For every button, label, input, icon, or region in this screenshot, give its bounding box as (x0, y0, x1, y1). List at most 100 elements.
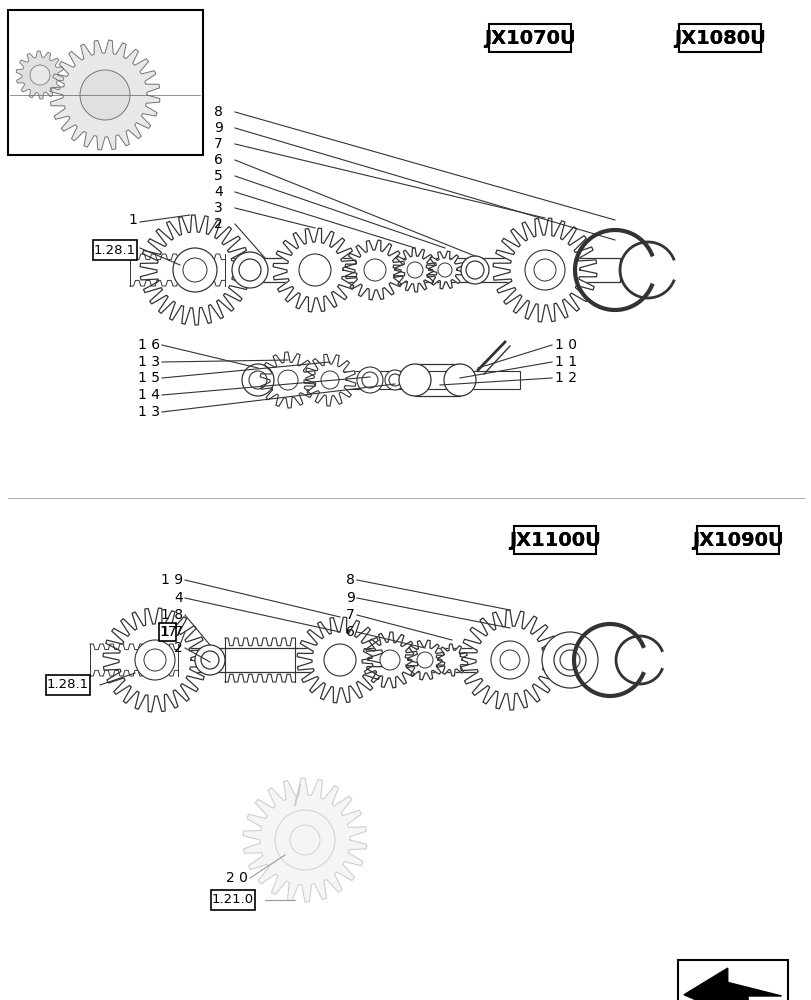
Bar (159, 623, 176, 641)
Bar (697, 526, 778, 554)
Bar (93, 240, 136, 260)
Text: 1.28.1: 1.28.1 (94, 243, 136, 256)
Text: JX1080U: JX1080U (673, 29, 765, 48)
Text: 1 3: 1 3 (138, 355, 160, 369)
Text: 8: 8 (214, 105, 223, 119)
Text: 1 9: 1 9 (161, 573, 182, 587)
Bar (8, 10, 203, 155)
Text: 1 2: 1 2 (554, 371, 577, 385)
Circle shape (444, 364, 475, 396)
Text: JX1100U: JX1100U (508, 530, 600, 550)
Circle shape (201, 651, 219, 669)
Text: 7: 7 (214, 137, 223, 151)
Bar (679, 24, 760, 52)
Polygon shape (140, 215, 250, 325)
Polygon shape (405, 640, 444, 680)
Polygon shape (492, 218, 596, 322)
Polygon shape (260, 352, 315, 408)
Polygon shape (426, 251, 463, 289)
Circle shape (406, 262, 423, 278)
Bar (230, 258, 620, 282)
Polygon shape (460, 610, 559, 710)
Text: 8: 8 (345, 573, 354, 587)
Bar (513, 526, 595, 554)
Polygon shape (683, 968, 781, 1000)
Circle shape (298, 254, 331, 286)
Text: 1: 1 (128, 213, 137, 227)
Polygon shape (393, 248, 436, 292)
Circle shape (249, 371, 267, 389)
Circle shape (553, 644, 586, 676)
Text: 3: 3 (214, 201, 223, 215)
Polygon shape (436, 644, 467, 676)
Circle shape (388, 374, 401, 386)
Text: 1 8: 1 8 (161, 608, 182, 622)
Circle shape (277, 370, 298, 390)
Bar (211, 890, 254, 910)
Text: 2: 2 (174, 641, 182, 655)
Text: 4: 4 (214, 185, 223, 199)
Bar (414, 364, 460, 396)
Circle shape (461, 256, 488, 284)
Text: 2 0: 2 0 (225, 871, 247, 885)
Text: 17: 17 (159, 625, 177, 639)
Circle shape (466, 261, 483, 279)
Circle shape (232, 252, 268, 288)
Text: 7: 7 (345, 608, 354, 622)
Circle shape (324, 644, 355, 676)
Circle shape (525, 250, 564, 290)
Bar (489, 24, 570, 52)
Bar (247, 371, 519, 389)
Text: 4: 4 (174, 591, 182, 605)
Text: JX1100U: JX1100U (508, 530, 600, 550)
Polygon shape (345, 240, 405, 300)
Bar (180, 648, 579, 672)
Circle shape (80, 70, 130, 120)
Polygon shape (242, 778, 367, 902)
Circle shape (560, 650, 579, 670)
Polygon shape (103, 608, 207, 712)
Polygon shape (272, 228, 356, 312)
Polygon shape (16, 51, 64, 99)
Circle shape (195, 645, 225, 675)
Circle shape (363, 259, 385, 281)
Text: JX1090U: JX1090U (691, 530, 783, 550)
Text: 1 1: 1 1 (554, 355, 577, 369)
Text: 1 4: 1 4 (138, 388, 160, 402)
Circle shape (417, 652, 432, 668)
Polygon shape (303, 354, 355, 406)
Text: 1.21.0: 1.21.0 (212, 894, 254, 906)
Circle shape (275, 810, 335, 870)
Circle shape (30, 65, 50, 85)
Text: 5: 5 (214, 169, 223, 183)
Circle shape (491, 641, 528, 679)
Text: JX1090U: JX1090U (691, 530, 783, 550)
Text: JX1070U: JX1070U (483, 29, 575, 48)
Circle shape (541, 632, 597, 688)
Text: 1 6: 1 6 (138, 338, 160, 352)
Polygon shape (362, 632, 418, 688)
Bar (46, 675, 89, 695)
Circle shape (437, 263, 452, 277)
Text: 2: 2 (214, 217, 223, 231)
Polygon shape (297, 617, 383, 703)
Text: 6: 6 (214, 153, 223, 167)
Polygon shape (50, 40, 160, 150)
Circle shape (380, 650, 400, 670)
Circle shape (362, 372, 378, 388)
Text: 9: 9 (345, 591, 354, 605)
Text: JX1080U: JX1080U (673, 29, 765, 48)
Circle shape (238, 259, 260, 281)
Circle shape (357, 367, 383, 393)
Circle shape (173, 248, 217, 292)
Text: 9: 9 (214, 121, 223, 135)
Text: 1 3: 1 3 (138, 405, 160, 419)
Text: 1.28.1: 1.28.1 (47, 678, 89, 692)
Circle shape (398, 364, 431, 396)
Text: 1 5: 1 5 (138, 371, 160, 385)
Circle shape (320, 371, 338, 389)
Text: 1 7: 1 7 (161, 625, 182, 639)
Circle shape (384, 370, 405, 390)
Circle shape (242, 364, 273, 396)
Circle shape (135, 640, 175, 680)
